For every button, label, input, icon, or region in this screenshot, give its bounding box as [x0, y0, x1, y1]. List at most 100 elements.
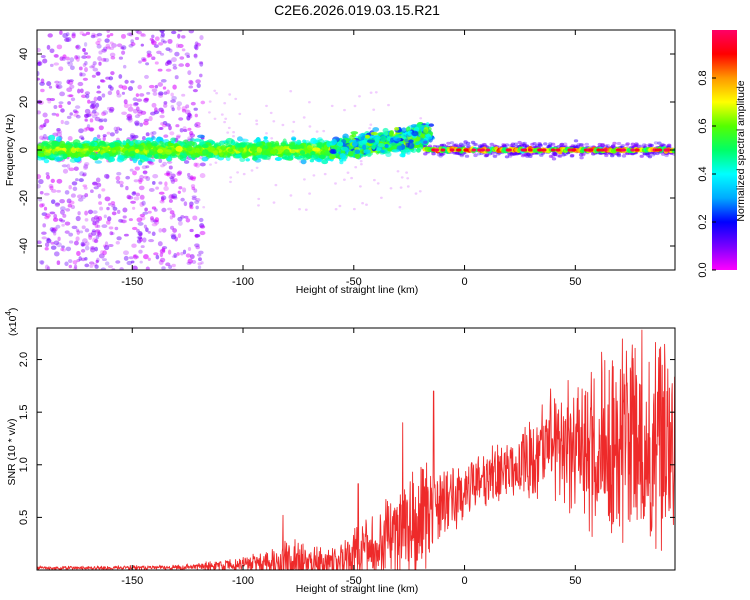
colorbar-label: Normalized spectral amplitude — [735, 80, 747, 221]
spectrogram-cell — [213, 117, 217, 121]
spectrogram-cell — [140, 33, 145, 37]
snr-y-tick-label: 1.5 — [18, 405, 30, 420]
spectrogram-cell — [131, 226, 138, 231]
spectrogram-cell — [43, 122, 47, 128]
spectrogram-cell — [164, 61, 169, 67]
spectrogram-cell — [263, 136, 268, 140]
spectrogram-cell — [50, 178, 55, 184]
spectrogram-cell — [642, 143, 647, 147]
spectrogram-cell — [61, 223, 65, 227]
spectrogram-cell — [68, 184, 72, 190]
spectrogram-cell — [573, 139, 579, 143]
spectrogram-cell — [64, 261, 69, 267]
spectrogram-cell — [93, 238, 99, 244]
spectrogram-cell — [140, 245, 145, 249]
spectrogram-cell — [193, 53, 198, 58]
spectrogram-cell — [160, 164, 165, 168]
spectrogram-cell — [227, 148, 234, 153]
spectrogram-cell — [121, 50, 126, 55]
spectrogram-cell — [194, 121, 201, 126]
spectrogram-cell — [177, 170, 183, 175]
spectrogram-cell — [68, 264, 73, 269]
spectrogram-cell — [144, 74, 149, 79]
spectrogram-cell — [303, 147, 312, 153]
spectrogram-cell — [78, 178, 84, 183]
spectrogram-cell — [193, 53, 198, 59]
spectrogram-cell — [661, 152, 666, 156]
spectrogram-cell — [53, 62, 60, 66]
spectrogram-cell — [169, 210, 175, 215]
spectrogram-cell — [643, 144, 649, 148]
spectrogram-cell — [128, 218, 133, 222]
spectrogram-cell — [100, 57, 107, 62]
spectrogram-cell — [181, 106, 187, 111]
spectrogram-cell — [116, 171, 122, 176]
spectrogram-cell — [68, 240, 74, 244]
spectrogram-cell — [464, 154, 470, 158]
spectrogram-cell — [75, 215, 81, 222]
spectrogram-cell — [161, 227, 167, 233]
spectrogram-cell — [40, 88, 45, 93]
spectrogram-cell — [239, 146, 244, 153]
spectrogram-cell — [123, 99, 128, 105]
spectrogram-cell — [242, 172, 246, 176]
spectrogram-cell — [142, 211, 149, 215]
spectrogram-cell — [62, 168, 69, 174]
spectrogram-cell — [181, 93, 186, 97]
spectrogram-cell — [339, 153, 346, 160]
spectrogram-cell — [78, 66, 83, 71]
spectrogram-cell — [69, 84, 75, 89]
spectrogram-cell — [107, 243, 114, 248]
spectrogram-cell — [38, 197, 43, 202]
spectrogram-cell — [576, 142, 581, 147]
spectrogram-cell — [58, 81, 62, 85]
spectrogram-cell — [310, 151, 316, 156]
spectrogram-marks — [37, 30, 675, 270]
spectrogram-cell — [39, 203, 44, 208]
spectrogram-cell — [94, 223, 99, 228]
spectrogram-cell — [134, 102, 139, 106]
spectrogram-cell — [602, 148, 608, 152]
spectrogram-cell — [284, 154, 290, 161]
spectrogram-cell — [67, 101, 71, 105]
spectrogram-cell — [80, 248, 86, 253]
spectrogram-cell — [183, 160, 190, 164]
spectrogram-cell — [630, 148, 636, 152]
spectrogram-cell — [106, 131, 111, 135]
spectrogram-cell — [569, 154, 575, 158]
spectrogram-cell — [66, 61, 71, 65]
spectrogram-cell — [406, 177, 410, 180]
spectrogram-cell — [47, 100, 52, 104]
spectrogram-cell — [194, 233, 201, 238]
spectrogram-cell — [137, 178, 144, 183]
spectrogram-cell — [127, 106, 134, 112]
spectrogram-cell — [148, 239, 155, 243]
spectrogram-cell — [134, 149, 140, 154]
spectrogram-cell — [109, 52, 116, 58]
spectrogram-cell — [162, 123, 167, 128]
spectrogram-cell — [302, 139, 307, 144]
spectrogram-cell — [109, 156, 114, 160]
spectrogram-cell — [184, 52, 190, 56]
spectrogram-cell — [98, 125, 104, 131]
spectrogram-cell — [164, 181, 168, 187]
spectrogram-cell — [95, 102, 100, 108]
spectrogram-cell — [404, 138, 409, 143]
spectrogram-cell — [75, 228, 80, 233]
spectrogram-cell — [82, 238, 88, 244]
spectrogram-cell — [92, 220, 97, 226]
spectrogram-cell — [42, 112, 48, 118]
spectrogram-cell — [37, 145, 41, 150]
spectrogram-cell — [73, 264, 78, 270]
snr-frame — [37, 328, 675, 570]
spectrogram-cell — [75, 114, 81, 119]
spectrogram-cell — [60, 119, 64, 125]
spectrogram-x-label: Height of straight line (km) — [296, 284, 419, 296]
spectrogram-cell — [160, 109, 165, 114]
spectrogram-cell — [115, 175, 121, 181]
spectrogram-cell — [663, 148, 669, 152]
spectrogram-cell — [133, 134, 139, 139]
spectrogram-cell — [83, 42, 88, 47]
spectrogram-cell — [38, 100, 44, 105]
spectrogram-cell — [170, 233, 177, 238]
